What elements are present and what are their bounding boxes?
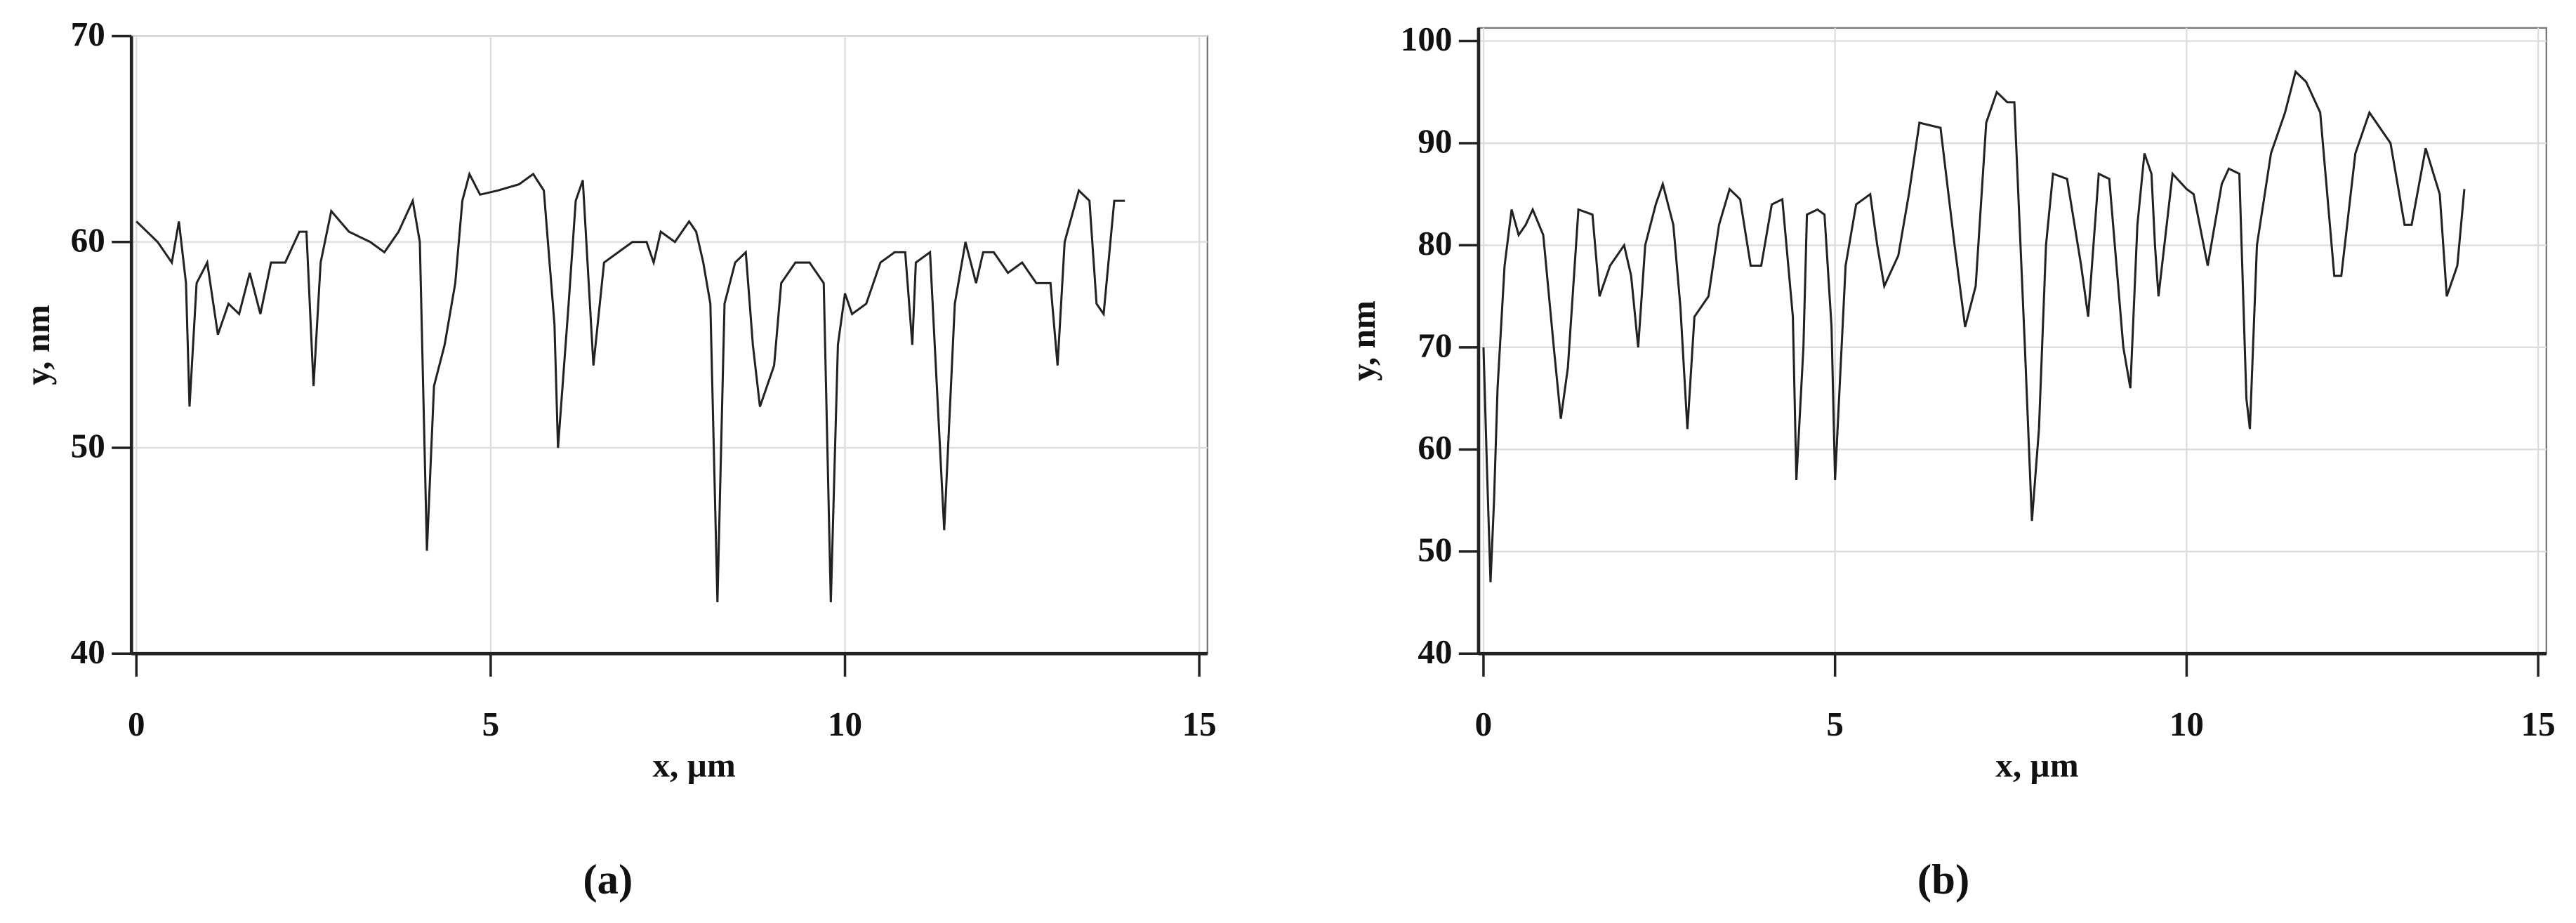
- y-tick-label: 70: [71, 15, 105, 53]
- panel-caption: (b): [1917, 856, 1969, 903]
- x-tick-label: 15: [2521, 705, 2556, 743]
- y-axis-label: y, nm: [18, 305, 57, 385]
- y-tick-label: 40: [1418, 632, 1452, 671]
- profile-line: [136, 171, 1125, 602]
- x-tick-label: 5: [482, 705, 500, 743]
- y-tick-label: 60: [1418, 428, 1452, 467]
- profile-line: [1482, 69, 2466, 583]
- y-axis-label: y, nm: [1344, 300, 1382, 381]
- y-tick-label: 60: [71, 220, 105, 259]
- x-tick-label: 0: [128, 705, 145, 743]
- y-tick-label: 90: [1418, 122, 1452, 161]
- y-tick-label: 50: [1418, 530, 1452, 569]
- plot-frame: [131, 35, 1209, 655]
- y-tick-label: 80: [1418, 224, 1452, 263]
- panel-caption: (a): [583, 856, 633, 903]
- x-tick-label: 15: [1182, 705, 1217, 743]
- x-axis-label: x, µm: [1995, 745, 2078, 784]
- x-axis-label: x, µm: [652, 745, 735, 784]
- x-tick-label: 10: [828, 705, 862, 743]
- y-tick-label: 40: [71, 632, 105, 671]
- plot-frame: [1477, 27, 2548, 655]
- x-tick-label: 10: [2169, 705, 2204, 743]
- y-tick-label: 70: [1418, 326, 1452, 365]
- x-tick-label: 0: [1475, 705, 1493, 743]
- y-tick-label: 50: [71, 427, 105, 465]
- y-tick-label: 100: [1401, 20, 1453, 58]
- x-tick-label: 5: [1826, 705, 1844, 743]
